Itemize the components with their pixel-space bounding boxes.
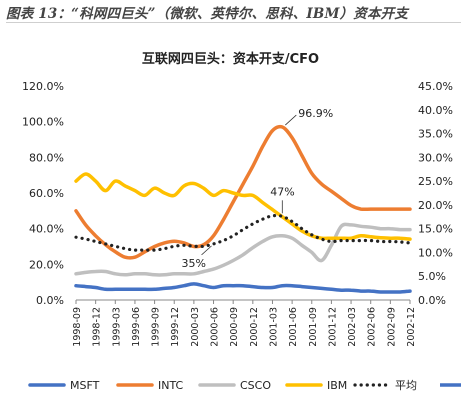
y-right-tick-label: 40.0%	[418, 104, 453, 117]
x-tick-label: 2000-09	[229, 307, 240, 347]
x-tick-label: 2002-12	[406, 307, 417, 347]
x-tick-label: 1999-06	[131, 307, 142, 347]
caption-divider	[6, 22, 461, 23]
x-tick-label: 1999-12	[170, 307, 181, 347]
legend-label: IBM	[327, 379, 347, 392]
y-right-tick-label: 35.0%	[418, 128, 453, 141]
figure-caption: 图表 13：“科网四巨头”（微软、英特尔、思科、IBM）资本开支	[6, 6, 409, 22]
y-right-tick-label: 5.0%	[418, 270, 446, 283]
series-line-msft	[74, 282, 412, 294]
callout-leader	[201, 245, 212, 256]
x-tick-label: 2002-06	[367, 307, 378, 347]
legend-label: MSFT	[70, 379, 100, 392]
y-left-tick-label: 60.0%	[29, 187, 64, 200]
x-tick-label: 2002-03	[347, 307, 358, 347]
series-line-intc	[74, 124, 412, 260]
y-left-tick-label: 80.0%	[29, 151, 64, 164]
x-tick-label: 1999-03	[111, 307, 122, 347]
y-left-tick-label: 20.0%	[29, 258, 64, 271]
data-label-peak-average: 47%	[270, 185, 294, 198]
y-right-tick-label: 30.0%	[418, 151, 453, 164]
y-left-tick-label: 100.0%	[22, 116, 64, 129]
y-right-tick-label: 25.0%	[418, 175, 453, 188]
y-right-tick-label: 0.0%	[418, 294, 446, 307]
callout-leader	[285, 114, 297, 126]
data-label-peak-intc: 96.9%	[298, 107, 333, 120]
y-left-tick-label: 40.0%	[29, 223, 64, 236]
x-tick-label: 2000-06	[210, 307, 221, 347]
series-line-csco	[74, 222, 412, 277]
legend-label: CSCO	[240, 379, 271, 392]
legend-label: INTC	[158, 379, 184, 392]
y-right-tick-label: 45.0%	[418, 80, 453, 93]
x-tick-label: 2002-09	[386, 307, 397, 347]
y-left-tick-label: 120.0%	[22, 80, 64, 93]
x-tick-label: 1998-12	[92, 307, 103, 347]
x-tick-label: 1999-09	[151, 307, 162, 347]
x-tick-label: 2000-03	[190, 307, 201, 347]
x-tick-label: 2001-12	[327, 307, 338, 347]
y-left-tick-label: 0.0%	[36, 294, 64, 307]
y-right-tick-label: 15.0%	[418, 223, 453, 236]
x-tick-label: 2001-03	[268, 307, 279, 347]
x-tick-label: 2001-06	[288, 307, 299, 347]
legend-label: 平均	[395, 379, 417, 392]
x-tick-label: 1998-09	[72, 307, 83, 347]
x-tick-label: 2001-09	[308, 307, 319, 347]
x-tick-label: 2000-12	[249, 307, 260, 347]
chart-title: 互联网四巨头：资本开支/CFO	[141, 52, 320, 67]
series-line-ibm	[74, 172, 412, 241]
data-label-average-2000: 35%	[182, 257, 206, 270]
y-right-tick-label: 10.0%	[418, 246, 453, 259]
series-line-average	[74, 213, 412, 252]
y-right-tick-label: 20.0%	[418, 199, 453, 212]
